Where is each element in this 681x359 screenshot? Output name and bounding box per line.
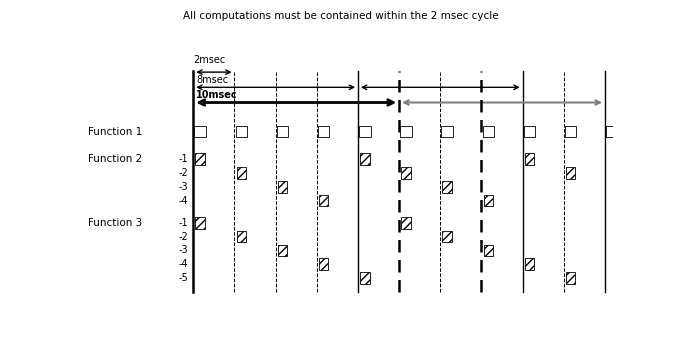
Bar: [524, 126, 535, 137]
Bar: [318, 126, 330, 137]
Bar: [360, 153, 370, 165]
Bar: [565, 126, 577, 137]
Bar: [194, 126, 206, 137]
Text: Function 3: Function 3: [88, 218, 142, 228]
Text: -2: -2: [178, 232, 188, 242]
Bar: [236, 126, 247, 137]
Text: -4: -4: [178, 259, 188, 269]
Bar: [319, 258, 328, 270]
Bar: [484, 244, 493, 256]
Text: -3: -3: [178, 246, 188, 255]
Text: -5: -5: [178, 273, 188, 283]
Text: -2: -2: [178, 168, 188, 178]
Text: Function 2: Function 2: [88, 154, 142, 164]
Bar: [566, 272, 575, 284]
Bar: [195, 153, 205, 165]
Bar: [525, 258, 535, 270]
Text: Function 1: Function 1: [88, 126, 142, 136]
Bar: [606, 126, 618, 137]
Text: 2msec: 2msec: [193, 55, 225, 65]
Text: -4: -4: [178, 196, 188, 206]
Bar: [278, 181, 287, 193]
Bar: [360, 272, 370, 284]
Bar: [236, 231, 246, 242]
Bar: [319, 195, 328, 206]
Text: 10msec: 10msec: [196, 90, 238, 100]
Bar: [195, 217, 205, 229]
Bar: [401, 217, 411, 229]
Bar: [359, 126, 370, 137]
Text: -1: -1: [178, 218, 188, 228]
Bar: [278, 244, 287, 256]
Bar: [400, 126, 412, 137]
Text: All computations must be contained within the 2 msec cycle: All computations must be contained withi…: [183, 11, 498, 21]
Bar: [484, 195, 493, 206]
Bar: [483, 126, 494, 137]
Bar: [443, 181, 452, 193]
Bar: [566, 167, 575, 179]
Text: 8msec: 8msec: [196, 75, 228, 85]
Bar: [401, 167, 411, 179]
Bar: [443, 231, 452, 242]
Bar: [525, 153, 535, 165]
Text: -3: -3: [178, 182, 188, 192]
Bar: [276, 126, 288, 137]
Bar: [441, 126, 453, 137]
Bar: [236, 167, 246, 179]
Text: -1: -1: [178, 154, 188, 164]
